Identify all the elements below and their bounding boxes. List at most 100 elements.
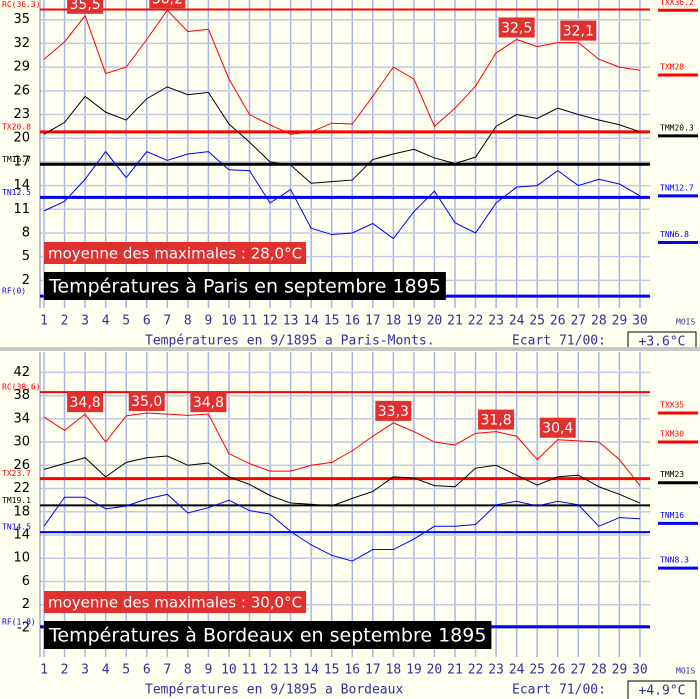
ecart-label: Ecart 71/00: <box>512 683 606 698</box>
reference-label: RC(36.3) <box>2 0 41 9</box>
reference-label: TX23.7 <box>2 469 31 478</box>
x-tick-label: 10 <box>221 314 237 329</box>
x-tick-label: 3 <box>81 314 89 329</box>
annotation-box <box>44 242 307 264</box>
annotation: moyenne des maximales : 30,0°C <box>48 594 302 612</box>
x-unit: MOIS <box>676 667 695 676</box>
x-tick-label: 22 <box>468 314 484 329</box>
separator <box>0 347 700 351</box>
x-tick-label: 27 <box>570 663 586 678</box>
value-label-box <box>375 400 412 421</box>
reference-label: RF(1.8) <box>2 617 36 626</box>
series-line <box>43 9 641 135</box>
ecart-value: +4.9°C <box>639 684 686 699</box>
x-tick-label: 11 <box>242 314 258 329</box>
x-tick-label: 14 <box>303 663 319 678</box>
right-marker-label: TNN6.8 <box>660 230 689 239</box>
y-tick-label: -2 <box>17 620 30 635</box>
x-tick-label: 7 <box>163 663 171 678</box>
y-tick-label: 35 <box>13 12 30 27</box>
value-label: 31,8 <box>481 413 512 429</box>
value-label: 32,1 <box>563 24 594 40</box>
x-tick-label: 17 <box>365 314 381 329</box>
x-tick-label: 15 <box>324 314 340 329</box>
reference-label: RC(38.6) <box>2 383 41 392</box>
series-line <box>43 493 640 562</box>
x-tick-label: 19 <box>406 314 422 329</box>
annotation-box <box>44 591 307 613</box>
value-label-box <box>539 417 576 438</box>
y-tick-label: 26 <box>13 83 30 98</box>
x-tick-label: 3 <box>81 663 89 678</box>
x-tick-label: 20 <box>427 314 443 329</box>
reference-label: TN12.5 <box>2 188 31 197</box>
y-tick-label: 5 <box>22 249 30 264</box>
ecart-value: +3.6°C <box>639 335 686 350</box>
x-tick-label: 5 <box>122 663 130 678</box>
annotation: moyenne des maximales : 28,0°C <box>48 245 302 263</box>
right-marker-label: TXX35 <box>660 401 684 410</box>
value-label: 33,3 <box>378 404 409 420</box>
y-tick-label: 2 <box>22 597 30 612</box>
right-marker-label: TNN8.3 <box>660 556 689 565</box>
title-box <box>44 621 492 649</box>
x-tick-label: 13 <box>283 663 299 678</box>
x-tick-label: 29 <box>612 663 628 678</box>
y-tick-label: 2 <box>22 273 30 288</box>
x-tick-label: 6 <box>143 314 151 329</box>
x-tick-label: 2 <box>61 314 69 329</box>
x-tick-label: 23 <box>488 663 504 678</box>
x-tick-label: 13 <box>283 314 299 329</box>
y-tick-label: 22 <box>13 481 30 496</box>
ecart-box <box>627 680 697 699</box>
x-tick-label: 9 <box>204 663 212 678</box>
x-tick-label: 1 <box>40 663 48 678</box>
y-tick-label: 10 <box>13 551 30 566</box>
chart-title: Températures à Paris en septembre 1895 <box>48 276 441 298</box>
x-tick-label: 25 <box>529 663 545 678</box>
value-label: 34,8 <box>193 395 224 411</box>
x-tick-label: 26 <box>550 314 566 329</box>
x-tick-label: 5 <box>122 314 130 329</box>
x-caption: Températures en 9/1895 a Paris-Monts. <box>145 334 435 349</box>
y-tick-label: 23 <box>13 107 30 122</box>
x-tick-label: 25 <box>529 314 545 329</box>
value-label-box <box>498 17 535 38</box>
value-label: 32,5 <box>501 20 532 36</box>
right-marker-label: TXM28 <box>660 63 684 72</box>
title-box <box>44 272 446 300</box>
x-tick-label: 28 <box>591 314 607 329</box>
value-label-box <box>560 20 597 41</box>
series-line <box>43 412 641 486</box>
y-tick-label: 14 <box>13 528 30 543</box>
y-tick-label: 14 <box>13 178 30 193</box>
x-tick-label: 21 <box>447 314 463 329</box>
x-tick-label: 9 <box>204 314 212 329</box>
x-tick-label: 23 <box>488 314 504 329</box>
x-tick-label: 12 <box>262 663 278 678</box>
x-tick-label: 11 <box>242 663 258 678</box>
value-label-box <box>190 392 227 413</box>
x-tick-label: 16 <box>344 314 360 329</box>
y-tick-label: 11 <box>13 202 30 217</box>
x-tick-label: 17 <box>365 663 381 678</box>
x-tick-label: 4 <box>102 663 110 678</box>
value-label-box <box>478 409 515 430</box>
x-tick-label: 24 <box>509 314 525 329</box>
value-label: 34,8 <box>70 395 101 411</box>
x-tick-label: 14 <box>303 314 319 329</box>
reference-label: TM19.1 <box>2 496 31 505</box>
x-tick-label: 4 <box>102 314 110 329</box>
y-tick-label: 8 <box>22 225 30 240</box>
value-label-box <box>67 0 104 14</box>
x-tick-label: 8 <box>184 663 192 678</box>
y-tick-label: 34 <box>13 411 30 426</box>
y-tick-label: 18 <box>13 504 30 519</box>
right-marker-label: TMM20.3 <box>660 123 694 132</box>
value-label: 35,0 <box>131 394 162 410</box>
reference-label: TX20.8 <box>2 122 31 131</box>
x-tick-label: 24 <box>509 663 525 678</box>
reference-label: TM16.7 <box>2 155 31 164</box>
y-tick-label: 17 <box>13 154 30 169</box>
